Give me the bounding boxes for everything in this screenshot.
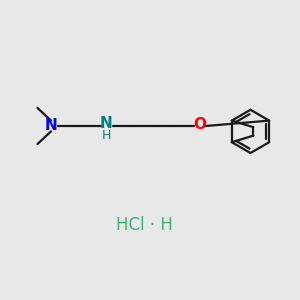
- Text: N: N: [45, 118, 57, 134]
- Text: O: O: [194, 117, 207, 132]
- Text: H: H: [101, 129, 111, 142]
- Text: N: N: [100, 116, 112, 131]
- Text: HCl · H: HCl · H: [116, 216, 172, 234]
